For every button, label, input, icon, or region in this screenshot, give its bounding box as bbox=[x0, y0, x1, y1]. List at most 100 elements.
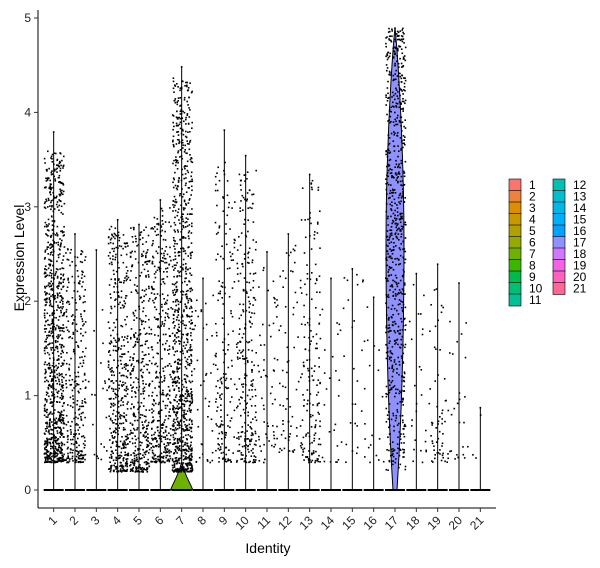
data-point bbox=[398, 227, 400, 230]
data-point bbox=[189, 131, 191, 133]
data-point bbox=[400, 215, 402, 218]
data-point bbox=[148, 394, 150, 397]
data-point bbox=[303, 365, 305, 368]
data-point bbox=[116, 350, 118, 352]
data-point bbox=[72, 460, 74, 462]
data-point bbox=[392, 294, 395, 297]
data-point bbox=[135, 377, 137, 379]
data-point bbox=[215, 449, 217, 452]
data-point bbox=[221, 281, 224, 284]
data-point bbox=[314, 282, 317, 285]
data-point bbox=[402, 38, 405, 40]
data-point bbox=[184, 167, 186, 170]
data-point bbox=[395, 33, 398, 35]
data-point bbox=[62, 190, 65, 193]
data-point bbox=[239, 402, 241, 405]
data-point bbox=[189, 267, 191, 270]
data-point bbox=[238, 349, 241, 352]
data-point bbox=[403, 42, 405, 44]
data-point bbox=[126, 335, 129, 337]
data-point bbox=[53, 241, 55, 243]
data-point bbox=[154, 306, 156, 308]
data-point bbox=[224, 161, 226, 164]
data-point bbox=[403, 271, 405, 273]
data-point bbox=[176, 350, 178, 352]
data-point bbox=[389, 203, 392, 206]
data-point bbox=[316, 394, 318, 396]
data-point bbox=[112, 409, 115, 412]
data-point bbox=[225, 446, 228, 449]
data-point bbox=[147, 270, 149, 272]
data-point bbox=[162, 367, 164, 370]
data-point bbox=[249, 206, 251, 209]
data-point bbox=[52, 424, 54, 426]
data-point bbox=[244, 435, 247, 437]
data-point bbox=[146, 368, 148, 371]
data-point bbox=[338, 379, 341, 381]
data-point bbox=[340, 441, 343, 443]
data-point bbox=[55, 369, 58, 372]
data-point bbox=[395, 87, 397, 90]
data-point bbox=[229, 426, 231, 429]
data-point bbox=[248, 300, 251, 303]
data-point bbox=[49, 253, 52, 256]
data-point bbox=[50, 369, 53, 371]
data-point bbox=[258, 286, 260, 288]
data-point bbox=[163, 375, 166, 377]
data-point bbox=[161, 229, 164, 232]
data-point bbox=[402, 362, 405, 364]
data-point bbox=[50, 157, 52, 159]
data-point bbox=[120, 471, 123, 473]
data-point bbox=[187, 104, 189, 106]
data-point bbox=[111, 450, 113, 453]
data-point bbox=[168, 335, 171, 337]
data-point bbox=[84, 289, 86, 291]
data-point bbox=[196, 359, 199, 362]
data-point bbox=[300, 292, 303, 294]
data-point-max bbox=[351, 268, 354, 270]
data-point bbox=[142, 255, 144, 257]
data-point bbox=[162, 281, 165, 283]
data-point bbox=[159, 294, 161, 297]
data-point bbox=[170, 434, 172, 437]
data-point bbox=[240, 454, 243, 456]
data-point bbox=[131, 403, 133, 405]
data-point bbox=[179, 193, 181, 195]
data-point bbox=[171, 464, 174, 467]
data-point bbox=[392, 212, 395, 215]
data-point bbox=[56, 438, 59, 440]
data-point bbox=[134, 309, 137, 312]
data-point bbox=[244, 374, 246, 376]
data-point bbox=[257, 364, 259, 367]
data-point bbox=[216, 368, 219, 371]
data-point bbox=[59, 452, 62, 454]
data-point bbox=[227, 460, 229, 462]
data-point bbox=[49, 303, 52, 305]
data-point bbox=[239, 207, 241, 209]
data-point bbox=[186, 375, 189, 378]
data-point bbox=[188, 455, 190, 458]
data-point bbox=[390, 39, 392, 42]
data-point bbox=[221, 382, 223, 385]
data-point bbox=[50, 199, 53, 202]
data-point bbox=[55, 196, 57, 199]
data-point bbox=[182, 207, 185, 209]
data-point bbox=[191, 349, 193, 351]
data-point bbox=[123, 300, 125, 302]
data-point bbox=[186, 395, 189, 397]
data-point bbox=[143, 461, 146, 464]
data-point bbox=[52, 401, 54, 403]
data-point bbox=[131, 423, 134, 426]
data-point bbox=[160, 283, 162, 286]
data-point bbox=[387, 92, 389, 95]
data-point bbox=[403, 425, 406, 428]
data-point bbox=[135, 466, 137, 468]
data-point bbox=[401, 320, 403, 323]
data-point bbox=[396, 134, 398, 137]
data-point bbox=[126, 242, 129, 245]
data-point bbox=[81, 251, 84, 253]
data-point bbox=[120, 399, 122, 402]
data-point bbox=[63, 246, 66, 248]
data-point bbox=[398, 454, 401, 457]
data-point bbox=[313, 434, 316, 436]
